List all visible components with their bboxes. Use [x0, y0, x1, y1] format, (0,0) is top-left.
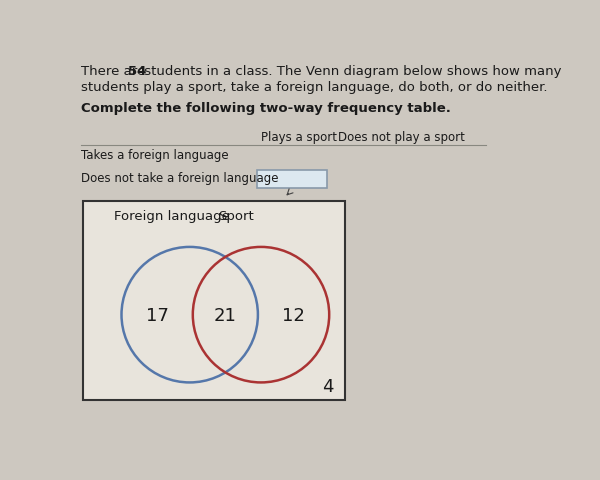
Text: Takes a foreign language: Takes a foreign language	[81, 148, 229, 161]
Text: 12: 12	[282, 306, 305, 324]
Text: students play a sport, take a foreign language, do both, or do neither.: students play a sport, take a foreign la…	[81, 81, 548, 94]
Text: Plays a sport: Plays a sport	[261, 131, 337, 144]
Text: 17: 17	[146, 306, 169, 324]
Text: Complete the following two-way frequency table.: Complete the following two-way frequency…	[81, 102, 451, 115]
Text: There are: There are	[81, 65, 150, 78]
Text: Does not take a foreign language: Does not take a foreign language	[81, 171, 278, 184]
FancyBboxPatch shape	[257, 170, 327, 189]
Text: Does not play a sport: Does not play a sport	[338, 131, 466, 144]
Text: Sport: Sport	[218, 210, 254, 223]
Text: 54: 54	[128, 65, 146, 78]
Text: 4: 4	[322, 377, 334, 396]
Text: Foreign language: Foreign language	[114, 210, 230, 223]
Text: students in a class. The Venn diagram below shows how many: students in a class. The Venn diagram be…	[140, 65, 562, 78]
FancyBboxPatch shape	[83, 202, 344, 400]
Text: 21: 21	[214, 306, 237, 324]
